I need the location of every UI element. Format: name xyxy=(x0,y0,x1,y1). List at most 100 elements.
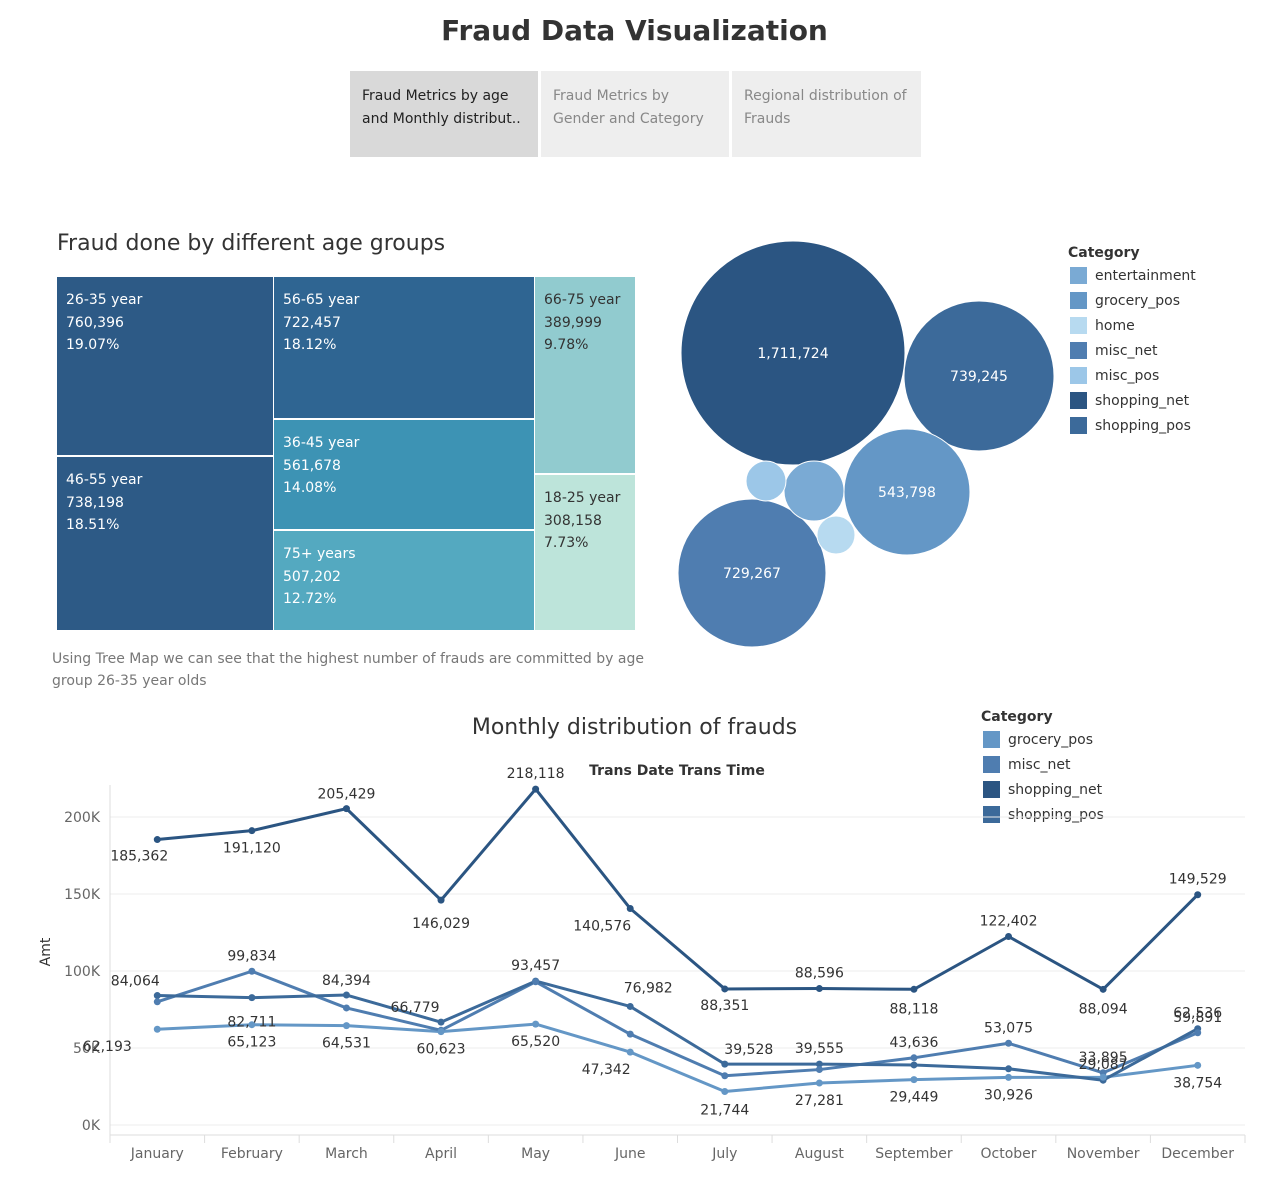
series-line-shopping-pos[interactable] xyxy=(157,979,1199,1082)
data-label: 149,529 xyxy=(1169,872,1227,888)
data-point[interactable] xyxy=(626,905,634,913)
tab-age-monthly[interactable]: Fraud Metrics by age and Monthly distrib… xyxy=(350,71,538,157)
data-point[interactable] xyxy=(437,1018,445,1026)
data-point[interactable] xyxy=(815,1066,823,1074)
data-point[interactable] xyxy=(532,785,540,793)
data-point[interactable] xyxy=(153,836,161,844)
data-point[interactable] xyxy=(532,978,540,986)
bubble-entertainment[interactable] xyxy=(783,460,845,522)
bubble-home[interactable] xyxy=(816,515,856,555)
data-point[interactable] xyxy=(721,1072,729,1080)
bubble-misc-net[interactable] xyxy=(677,498,827,648)
x-axis-title: Trans Date Trans Time xyxy=(589,763,765,779)
series-line-shopping-net[interactable] xyxy=(157,787,1199,991)
data-point[interactable] xyxy=(1194,891,1202,899)
data-point[interactable] xyxy=(248,827,256,835)
x-tick-label: August xyxy=(795,1146,845,1162)
data-point[interactable] xyxy=(437,896,445,904)
data-label: 185,362 xyxy=(110,849,168,865)
data-point[interactable] xyxy=(721,1060,729,1068)
data-point[interactable] xyxy=(153,998,161,1006)
bubble-shopping-net[interactable] xyxy=(680,240,906,466)
treemap-cell-36-45[interactable]: 36-45 year 561,678 14.08% xyxy=(274,420,534,529)
bubble-legend-item-grocery-pos[interactable]: grocery_pos xyxy=(1070,288,1180,313)
legend-swatch xyxy=(983,731,1000,748)
x-tick-label: May xyxy=(521,1146,550,1162)
tab-gender-category[interactable]: Fraud Metrics by Gender and Category xyxy=(541,71,729,157)
treemap-cell-26-35[interactable]: 26-35 year 760,396 19.07% xyxy=(57,277,273,455)
treemap-cell-label: 36-45 year xyxy=(283,435,360,451)
data-point[interactable] xyxy=(815,985,823,993)
treemap-cell-pct: 7.73% xyxy=(544,535,589,551)
treemap-cell-value: 561,678 xyxy=(283,457,341,474)
data-point[interactable] xyxy=(721,985,729,993)
treemap-cell-label: 66-75 year xyxy=(544,292,621,308)
y-tick-label: 50K xyxy=(73,1041,101,1057)
data-label: 59,891 xyxy=(1173,1010,1222,1026)
bubble-legend-item-entertainment[interactable]: entertainment xyxy=(1070,263,1196,288)
data-point[interactable] xyxy=(342,1004,350,1012)
line-legend-item-shopping-net[interactable]: shopping_net xyxy=(983,777,1102,802)
data-point[interactable] xyxy=(910,1061,918,1069)
data-point[interactable] xyxy=(1005,1065,1013,1073)
data-label: 43,636 xyxy=(889,1035,938,1051)
data-point[interactable] xyxy=(342,805,350,813)
data-point[interactable] xyxy=(153,1025,161,1033)
series-line-grocery-pos[interactable] xyxy=(157,1022,1198,1094)
treemap-cell-label: 26-35 year xyxy=(66,292,143,308)
data-label: 53,075 xyxy=(984,1020,1033,1036)
data-point[interactable] xyxy=(910,1054,918,1062)
data-label: 29,087 xyxy=(1079,1057,1128,1073)
data-point[interactable] xyxy=(910,985,918,993)
treemap-title: Fraud done by different age groups xyxy=(57,231,446,256)
line-legend-item-grocery-pos[interactable]: grocery_pos xyxy=(983,727,1093,752)
data-point[interactable] xyxy=(721,1088,729,1096)
series-line-misc-net[interactable] xyxy=(156,969,1199,1078)
treemap-cell-18-25[interactable]: 18-25 year 308,158 7.73% xyxy=(535,475,635,630)
data-point[interactable] xyxy=(626,1030,634,1038)
data-point[interactable] xyxy=(1099,985,1107,993)
line-legend-item-shopping-pos[interactable]: shopping_pos xyxy=(983,802,1104,827)
data-point[interactable] xyxy=(815,1060,823,1068)
data-point[interactable] xyxy=(910,1076,918,1084)
data-label: 65,123 xyxy=(227,1035,276,1051)
data-label: 99,834 xyxy=(227,948,276,964)
data-point[interactable] xyxy=(1005,1039,1013,1047)
treemap-cell-66-75[interactable]: 66-75 year 389,999 9.78% xyxy=(535,277,635,473)
data-label: 66,779 xyxy=(391,1000,440,1016)
data-point[interactable] xyxy=(532,1020,540,1028)
data-point[interactable] xyxy=(248,1021,256,1029)
data-point[interactable] xyxy=(248,967,256,975)
bubble-misc-pos[interactable] xyxy=(745,460,787,502)
data-point[interactable] xyxy=(1194,1029,1202,1037)
bubble-legend-item-misc-pos[interactable]: misc_pos xyxy=(1070,363,1159,388)
treemap-cell-46-55[interactable]: 46-55 year 738,198 18.51% xyxy=(57,457,273,630)
data-point[interactable] xyxy=(153,992,161,1000)
x-tick-label: January xyxy=(130,1146,184,1162)
data-point[interactable] xyxy=(1005,1073,1013,1081)
legend-label: misc_net xyxy=(1008,756,1071,773)
data-point[interactable] xyxy=(342,991,350,999)
y-axis-title: Amt xyxy=(38,937,54,966)
treemap-cell-75plus[interactable]: 75+ years 507,202 12.72% xyxy=(274,531,534,630)
data-point[interactable] xyxy=(626,1002,634,1010)
bubble-legend-item-misc-net[interactable]: misc_net xyxy=(1070,338,1158,363)
tab-regional[interactable]: Regional distribution of Frauds xyxy=(732,71,921,157)
data-point[interactable] xyxy=(437,1028,445,1036)
data-point[interactable] xyxy=(815,1079,823,1087)
bubble-shopping-pos[interactable] xyxy=(903,300,1055,452)
data-point[interactable] xyxy=(626,1048,634,1056)
bubble-legend-item-home[interactable]: home xyxy=(1070,313,1135,338)
line-legend-item-misc-net[interactable]: misc_net xyxy=(983,752,1071,777)
data-point[interactable] xyxy=(1194,1061,1202,1069)
bubble-legend-item-shopping-net[interactable]: shopping_net xyxy=(1070,388,1189,413)
bubble-label: 543,798 xyxy=(878,485,936,501)
data-point[interactable] xyxy=(1005,933,1013,941)
data-point[interactable] xyxy=(342,1022,350,1030)
treemap-cell-56-65[interactable]: 56-65 year 722,457 18.12% xyxy=(274,277,534,418)
x-tick-label: July xyxy=(711,1146,737,1162)
bubble-legend-item-shopping-pos[interactable]: shopping_pos xyxy=(1070,413,1191,438)
data-point[interactable] xyxy=(248,994,256,1002)
x-tick-label: September xyxy=(875,1146,953,1162)
data-point[interactable] xyxy=(1099,1073,1107,1081)
